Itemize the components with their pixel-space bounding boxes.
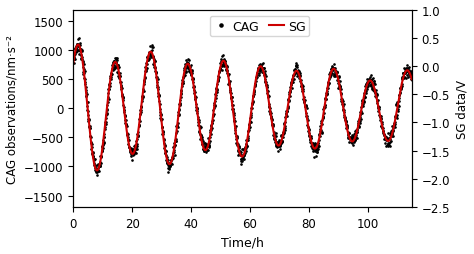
SG [264,84,269,87]
CAG [94,174,100,177]
SG [97,162,103,165]
CAG [228,89,233,92]
CAG [215,84,220,87]
SG [215,83,220,86]
CAG [76,37,82,40]
Legend: CAG, SG: CAG, SG [210,17,309,37]
Y-axis label: CAG observations/nm·s⁻²: CAG observations/nm·s⁻² [6,35,18,183]
SG [111,63,117,66]
SG [71,62,76,65]
Line: CAG: CAG [72,37,413,177]
SG [409,78,414,81]
CAG [221,66,227,69]
SG [228,90,233,93]
X-axis label: Time/h: Time/h [221,235,264,248]
SG [94,169,100,172]
SG [221,60,227,64]
SG [75,44,81,47]
Line: SG: SG [73,45,411,171]
Y-axis label: SG data/V: SG data/V [456,80,468,138]
CAG [71,56,76,59]
CAG [111,60,117,64]
CAG [409,79,414,82]
CAG [97,164,103,167]
CAG [264,84,269,87]
